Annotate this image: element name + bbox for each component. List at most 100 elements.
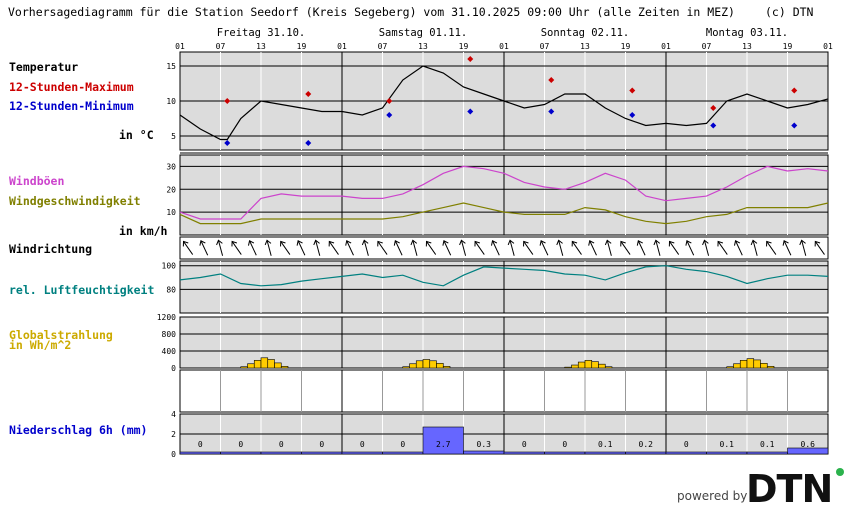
- radiation-bar: [766, 365, 775, 369]
- precip-bar: [260, 451, 302, 455]
- min-marker: [305, 140, 312, 146]
- precip-label: 0.3: [477, 440, 492, 449]
- arrow-shaft: [266, 240, 272, 256]
- wind-direction-arrow: [668, 240, 680, 255]
- day-label: Montag 03.11.: [706, 27, 788, 39]
- max-marker: [791, 87, 798, 94]
- precip-label: 0.1: [760, 440, 775, 449]
- radiation-bar: [591, 361, 599, 369]
- spacer-panel: [179, 369, 829, 413]
- arrow-head: [668, 240, 675, 247]
- precip-label: 0: [319, 440, 324, 449]
- wind-direction-arrow: [782, 239, 792, 256]
- wind-direction-arrow: [539, 239, 549, 256]
- precip-bar: [301, 451, 343, 455]
- hour-label: 13: [742, 42, 752, 51]
- radiation-bar: [267, 359, 275, 369]
- gusts-line: [179, 165, 829, 220]
- precip-bar: [382, 451, 424, 455]
- wind-direction-arrow: [231, 240, 242, 255]
- wind-direction-arrow: [491, 239, 500, 256]
- wind-direction-arrow: [474, 240, 485, 255]
- wind-direction-arrow: [264, 239, 272, 256]
- radiation-bar: [577, 361, 586, 369]
- wind-direction-arrow: [182, 240, 194, 255]
- wind-direction-arrow: [345, 239, 354, 256]
- max-marker: [224, 98, 231, 104]
- radiation-bar: [260, 357, 269, 369]
- wind-direction-arrow: [313, 239, 321, 256]
- precip-label: 0.2: [639, 440, 654, 449]
- arrow-shaft: [571, 241, 582, 255]
- precip-label: 0: [522, 440, 527, 449]
- y-tick-label: 0: [171, 364, 176, 373]
- wind-direction-arrow: [442, 239, 452, 256]
- hour-label: 07: [378, 42, 388, 51]
- arrow-shaft: [280, 241, 291, 255]
- radiation-bar: [409, 363, 417, 369]
- radiation-bar: [429, 360, 437, 369]
- copyright: (c) DTN: [765, 5, 814, 19]
- y-tick-label: 0: [171, 450, 176, 459]
- hour-label: 01: [175, 42, 185, 51]
- wind-direction-arrow: [280, 240, 291, 255]
- arrow-head: [571, 240, 578, 247]
- arrow-shaft: [377, 241, 388, 255]
- arrow-shaft: [703, 240, 710, 256]
- hour-label: 01: [661, 42, 671, 51]
- y-tick-label: 2: [171, 430, 176, 439]
- arrow-head: [280, 240, 286, 247]
- radiation-bar: [598, 363, 606, 369]
- precip-bar: [625, 451, 667, 455]
- hour-label: 07: [540, 42, 550, 51]
- max-marker: [305, 91, 312, 97]
- hour-label: 07: [702, 42, 712, 51]
- arrow-head: [410, 239, 418, 246]
- wind-direction-arrow: [296, 239, 306, 256]
- chart-title: Vorhersagediagramm für die Station Seedo…: [8, 5, 735, 19]
- precip-label: 0: [400, 440, 405, 449]
- y-tick-label: 800: [162, 330, 177, 339]
- precip-bar: [220, 451, 262, 455]
- radiation-bar: [760, 363, 768, 369]
- arrow-shaft: [346, 240, 354, 256]
- wind-direction-arrow: [799, 239, 807, 256]
- label-windgeschw: Windgeschwindigkeit: [9, 194, 141, 208]
- precip-label: 0: [279, 440, 284, 449]
- wind-direction-arrow: [620, 240, 631, 255]
- precip-bar: [787, 447, 829, 455]
- precip-label: 2.7: [436, 440, 451, 449]
- wind-direction-arrow: [377, 240, 388, 255]
- wind-direction-arrow: [588, 239, 597, 256]
- arrow-head: [766, 240, 772, 247]
- arrow-head: [814, 240, 821, 247]
- arrow-head: [620, 240, 626, 247]
- precip-bar: [463, 450, 505, 455]
- label-temperatur: Temperatur: [9, 60, 78, 74]
- arrow-shaft: [655, 240, 661, 256]
- arrow-head: [459, 239, 466, 246]
- label-max: 12-Stunden-Maximum: [9, 80, 134, 94]
- radiation-bar: [571, 364, 579, 369]
- y-tick-label: 30: [166, 162, 176, 171]
- wind-direction-arrow: [571, 240, 582, 255]
- max-marker: [467, 56, 474, 62]
- arrow-head: [393, 239, 400, 246]
- wind-direction-arrow: [523, 240, 534, 255]
- arrow-head: [328, 240, 335, 247]
- arrow-head: [507, 239, 515, 246]
- arrow-shaft: [492, 240, 500, 256]
- hour-label: 19: [621, 42, 631, 51]
- wind-direction-arrow: [361, 239, 369, 256]
- hour-label: 13: [418, 42, 428, 51]
- label-temp-unit: in °C: [119, 128, 154, 142]
- precip-label: 0: [684, 440, 689, 449]
- hour-label: 19: [783, 42, 793, 51]
- radiation-bar: [415, 360, 424, 369]
- arrow-shaft: [443, 240, 452, 256]
- radiation-bar: [564, 366, 572, 369]
- max-marker: [386, 98, 393, 104]
- wind-direction-arrow: [734, 239, 743, 256]
- min-marker: [710, 122, 717, 129]
- arrow-shaft: [426, 241, 437, 255]
